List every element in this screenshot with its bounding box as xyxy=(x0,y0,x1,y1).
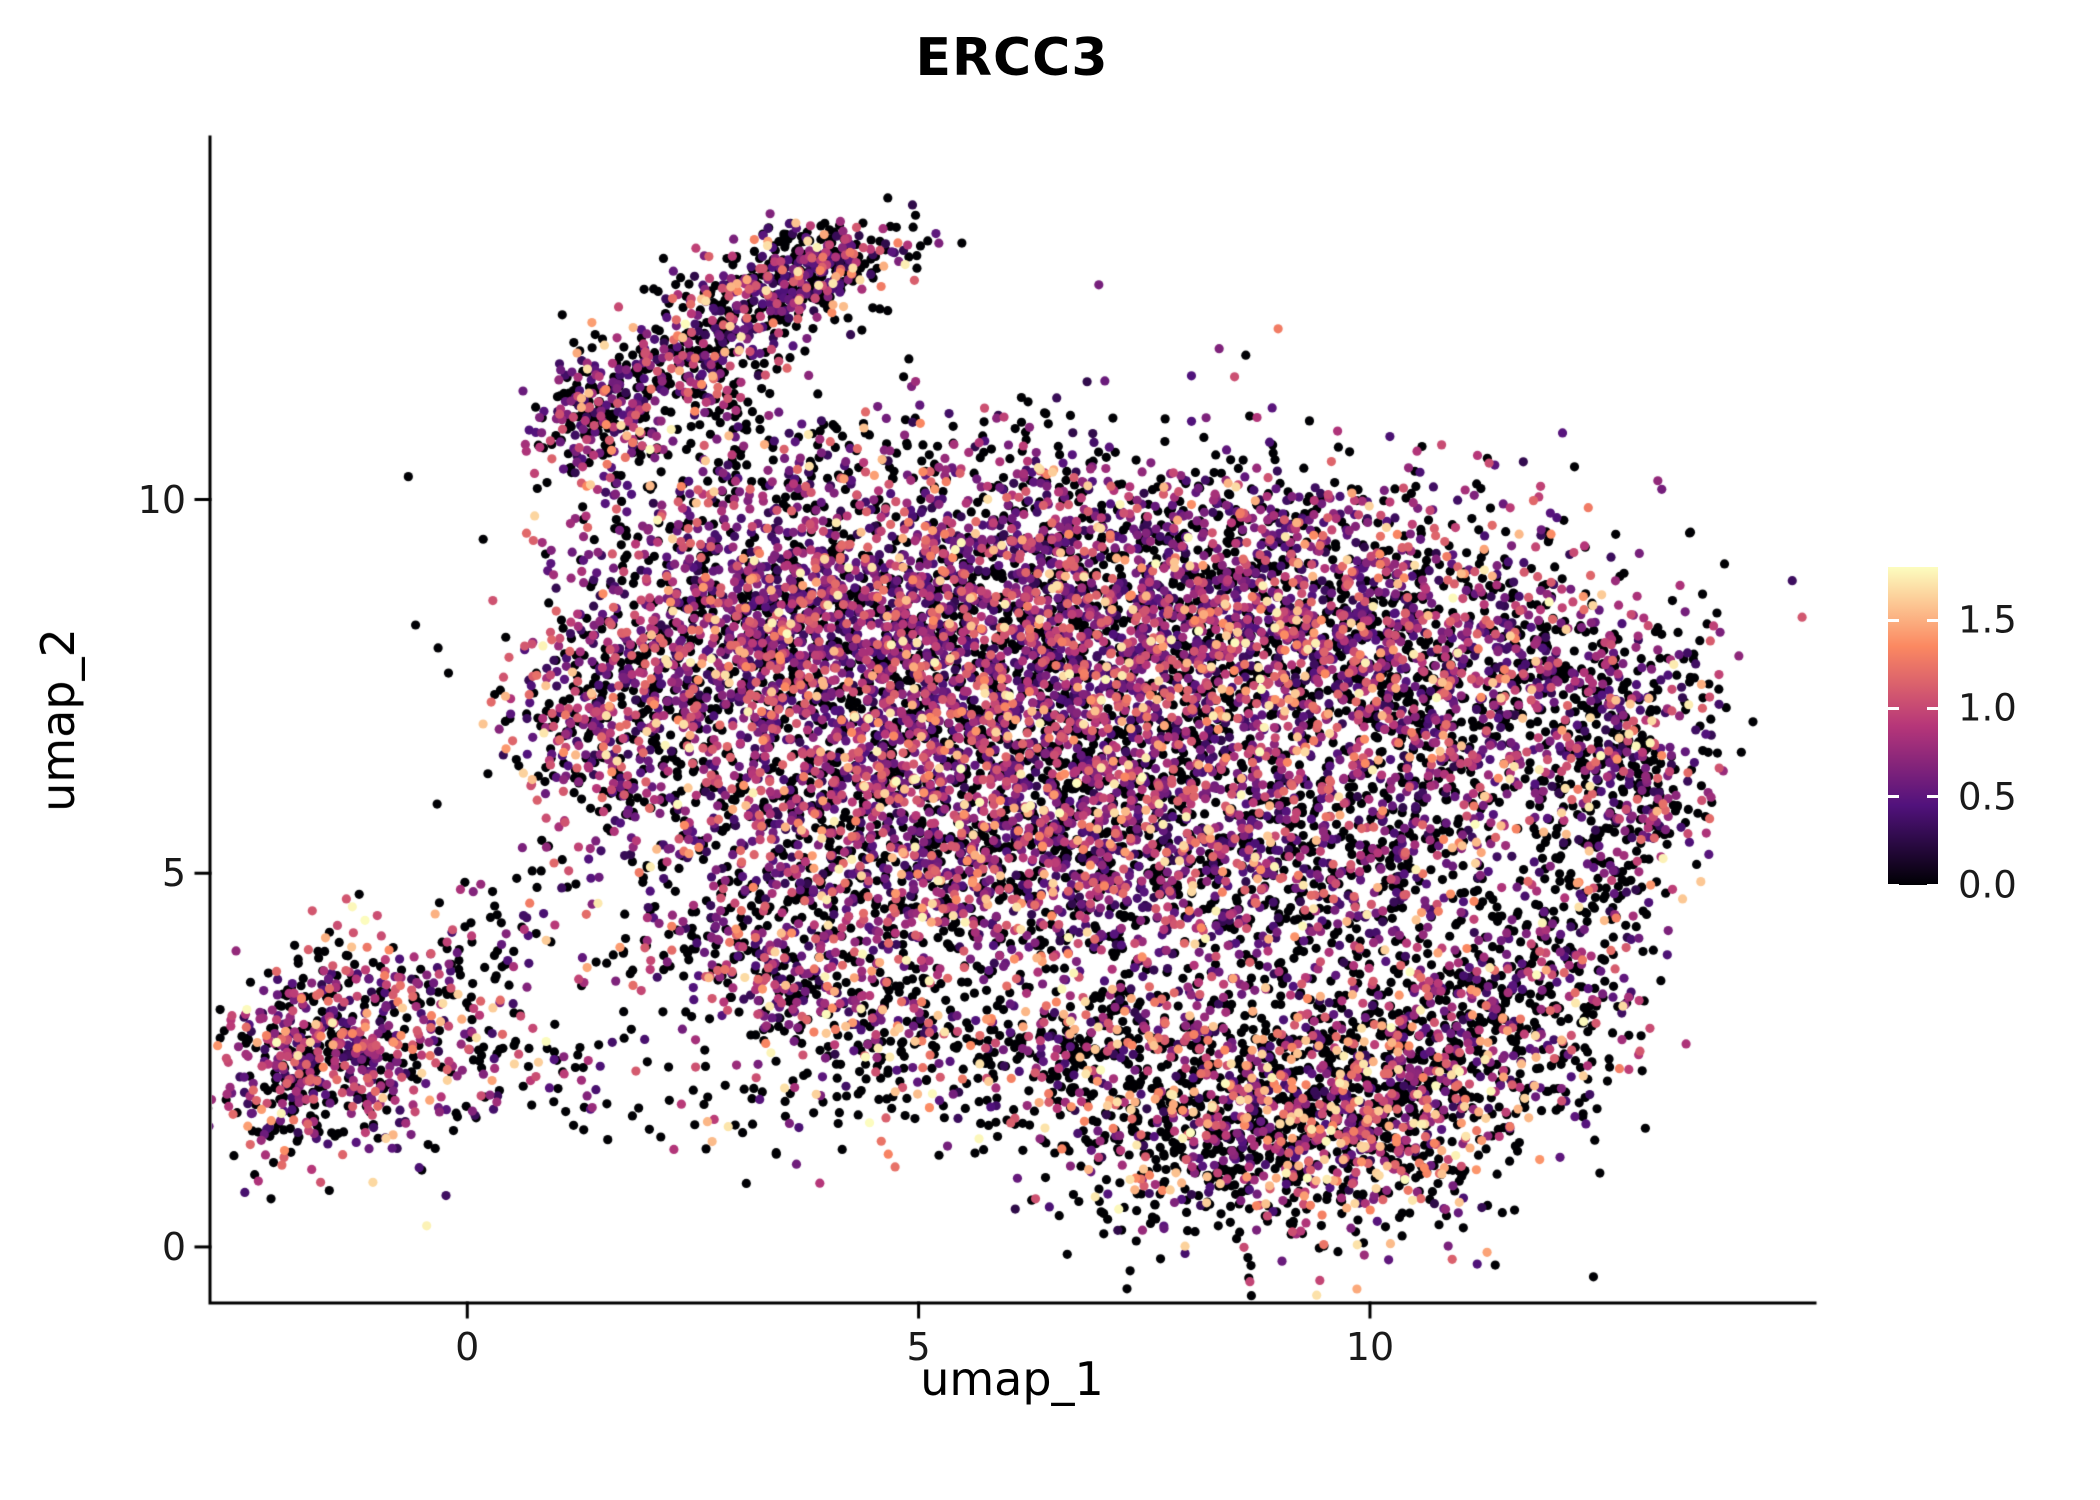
x-axis-label: umap_1 xyxy=(920,1352,1104,1406)
y-tick-label: 5 xyxy=(161,851,186,896)
y-tick-label: 0 xyxy=(161,1224,186,1269)
colorbar-tick-mark xyxy=(1927,618,1938,622)
y-axis-label: umap_2 xyxy=(31,628,85,812)
colorbar-tick-mark xyxy=(1927,795,1938,799)
colorbar-tick-label: 0.5 xyxy=(1958,775,2017,819)
colorbar-tick-mark xyxy=(1927,883,1938,885)
x-tick-label: 10 xyxy=(1345,1325,1395,1369)
y-tick-label: 10 xyxy=(137,477,186,522)
colorbar-tick-mark xyxy=(1888,883,1899,885)
x-tick-label: 5 xyxy=(906,1325,931,1369)
colorbar-tick-mark xyxy=(1927,706,1938,710)
colorbar-tick-label: 0.0 xyxy=(1958,863,2017,907)
x-tick-label: 0 xyxy=(455,1325,480,1369)
colorbar-tick-mark xyxy=(1888,795,1899,799)
colorbar-tick-mark xyxy=(1888,706,1899,710)
colorbar-tick-label: 1.0 xyxy=(1958,686,2017,730)
colorbar-tick-mark xyxy=(1888,618,1899,622)
colorbar-gradient xyxy=(1888,567,1938,885)
plot-title: ERCC3 xyxy=(915,28,1109,88)
colorbar-tick-label: 1.5 xyxy=(1958,598,2017,642)
